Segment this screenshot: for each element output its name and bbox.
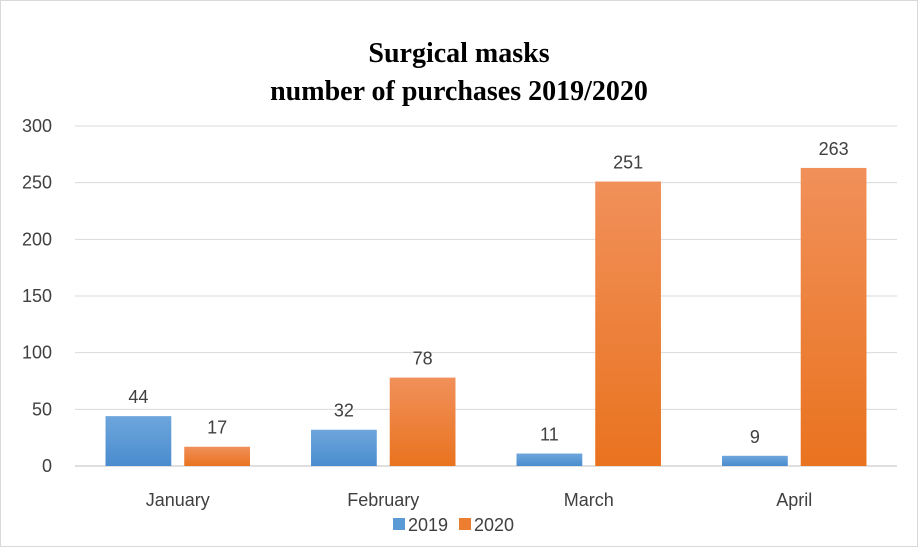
data-label-2019-february: 32 [334,401,354,421]
x-tick-label-january: January [146,490,210,510]
x-tick-label-april: April [776,490,812,510]
bar-2019-february [311,429,377,466]
y-tick-label: 300 [22,116,52,136]
legend-swatch-2020 [459,518,471,530]
bar-2019-april [722,455,788,466]
data-label-2019-april: 9 [750,427,760,447]
chart-title-line-1: Surgical masks [368,38,549,69]
bar-2020-march [595,181,661,467]
chart-title-line-2: number of purchases 2019/2020 [270,76,648,107]
bar-2020-april [800,167,867,466]
data-label-2020-march: 251 [613,153,643,173]
bar-2020-january [184,446,250,466]
legend: 2019 2020 [393,515,514,535]
data-labels: 44 17 32 78 11 251 9 263 [128,139,848,447]
legend-swatch-2019 [393,518,405,530]
data-label-2019-march: 11 [540,425,559,445]
y-tick-label: 200 [22,229,52,249]
y-tick-label: 250 [22,173,52,193]
bar-2020-february [389,377,456,466]
bars [105,167,867,467]
x-axis-tick-labels: January February March April [146,490,813,510]
x-tick-label-march: March [564,490,614,510]
y-tick-label: 150 [22,286,52,306]
data-label-2019-january: 44 [128,387,148,407]
data-label-2020-february: 78 [413,349,433,369]
bar-2019-january [105,416,172,466]
legend-label-2019: 2019 [408,515,448,535]
data-label-2020-january: 17 [207,418,227,438]
data-label-2020-april: 263 [819,139,849,159]
legend-label-2020: 2020 [474,515,514,535]
y-axis-tick-labels: 0 50 100 150 200 250 300 [22,116,52,476]
y-tick-label: 50 [32,399,52,419]
y-tick-label: 0 [42,456,52,476]
y-tick-label: 100 [22,343,52,363]
bar-2019-march [516,453,583,466]
x-tick-label-february: February [347,490,419,510]
